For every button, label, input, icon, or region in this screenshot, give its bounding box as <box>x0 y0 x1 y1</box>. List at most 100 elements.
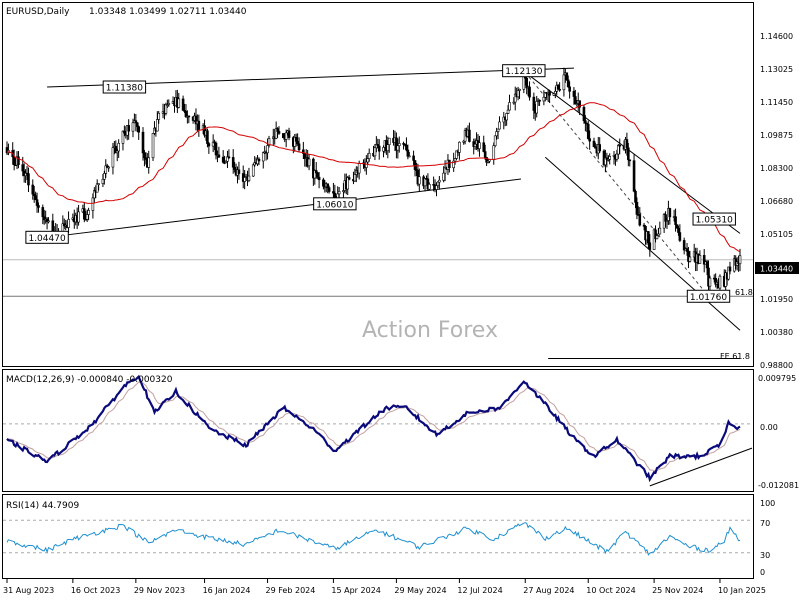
watermark: Action Forex <box>362 318 498 343</box>
price-axis: 1.14600 1.13025 1.11450 1.09875 1.08300 … <box>755 32 799 370</box>
candle-body <box>365 161 368 168</box>
candle-body <box>628 159 632 162</box>
candle-body <box>366 158 370 163</box>
candle-body <box>413 160 417 170</box>
candle-body <box>221 156 225 163</box>
time-tick-label: 12 Jul 2024 <box>457 586 502 595</box>
candle-body <box>85 214 89 220</box>
candle-body <box>346 177 350 190</box>
candle-body <box>538 99 541 102</box>
trendline <box>524 72 741 234</box>
candle-body <box>678 232 682 241</box>
rsi-tick: 30 <box>760 551 770 560</box>
candle-body <box>688 256 692 262</box>
annotation-label: 1.05310 <box>696 216 733 226</box>
candle-body <box>207 143 211 147</box>
candle-body <box>468 129 471 142</box>
candle-body <box>261 152 265 162</box>
candle-body <box>506 109 510 114</box>
current-price-box <box>755 262 799 274</box>
time-tick-label: 10 Oct 2024 <box>586 586 635 595</box>
annotation-label: 1.12130 <box>505 67 542 77</box>
candle-body <box>496 128 500 132</box>
candle-body <box>137 126 141 133</box>
candle-body <box>41 207 45 218</box>
candle-body <box>187 115 191 118</box>
candle-body <box>167 103 171 105</box>
candle-body <box>327 187 331 192</box>
price-tick: 1.08300 <box>760 164 793 173</box>
macd-tick: 0.009795 <box>758 374 796 383</box>
candle-body <box>568 86 571 92</box>
macd-label: MACD(12,26,9) -0.000840 -0.000320 <box>6 375 173 385</box>
time-tick-label: 16 Jan 2024 <box>203 586 251 595</box>
candle-body <box>326 183 329 188</box>
candle-body <box>648 242 652 250</box>
macd-panel-frame[interactable] <box>2 369 754 492</box>
candle-body <box>453 158 457 162</box>
rsi-label: RSI(14) 44.7909 <box>6 501 79 511</box>
candle-body <box>458 141 461 153</box>
candle-body <box>397 143 401 147</box>
candle-body <box>685 248 689 252</box>
candle-body <box>127 125 130 132</box>
candle-body <box>525 77 528 89</box>
price-tick: 1.14600 <box>760 32 793 41</box>
time-tick-label: 25 Nov 2024 <box>652 586 703 595</box>
candle-body <box>103 173 106 180</box>
candle-body <box>657 233 660 236</box>
candle-body <box>632 160 636 192</box>
macd-trendline <box>649 447 753 487</box>
candle-body <box>47 220 50 223</box>
candle-body <box>634 190 637 203</box>
candle-body <box>705 261 709 269</box>
price-tick: 1.00380 <box>760 328 793 337</box>
candle-body <box>97 183 100 185</box>
candle-body <box>206 130 209 144</box>
candle-body <box>492 145 496 160</box>
candle-body <box>548 91 551 96</box>
rsi-tick: 0 <box>760 568 765 577</box>
candle-body <box>91 197 95 211</box>
candle-body <box>316 172 319 178</box>
candle-body <box>151 133 155 159</box>
candle-body <box>347 177 351 180</box>
candle-body <box>513 93 517 103</box>
candle-body <box>438 179 441 183</box>
candle-body <box>442 172 445 181</box>
candle-body <box>287 130 291 138</box>
annotation-box <box>692 212 736 226</box>
candle-body <box>582 106 586 122</box>
main-panel-frame[interactable] <box>2 2 754 367</box>
candle-body <box>312 158 315 179</box>
candle-body <box>728 266 732 272</box>
candle-body <box>598 144 601 152</box>
time-tick-label: 10 Jan 2025 <box>718 586 766 595</box>
candle-body <box>382 147 385 152</box>
candle-body <box>574 96 577 105</box>
candle-body <box>448 159 451 169</box>
candle-body <box>83 208 86 220</box>
candle-body <box>107 166 110 169</box>
candle-body <box>353 174 357 182</box>
time-tick-label: 29 Nov 2023 <box>134 586 185 595</box>
candle-body <box>627 147 630 161</box>
candle-body <box>282 133 285 139</box>
candle-body <box>251 164 255 177</box>
candle-body <box>37 205 40 208</box>
price-tick: 0.98800 <box>760 361 793 370</box>
candle-body <box>233 166 236 170</box>
candle-body <box>317 176 321 181</box>
candle-body <box>21 164 25 172</box>
candle-body <box>682 240 686 251</box>
candle-body <box>141 131 145 154</box>
candle-body <box>428 184 431 190</box>
rsi-panel-frame[interactable] <box>2 494 754 579</box>
candle-body <box>77 211 80 223</box>
time-tick-label: 29 Feb 2024 <box>266 586 316 595</box>
current-price-label: 1.03440 <box>760 265 793 274</box>
candle-body <box>478 142 481 149</box>
candle-body <box>586 123 590 139</box>
candle-body <box>277 131 281 134</box>
annotation-label: 1.04470 <box>28 234 65 244</box>
